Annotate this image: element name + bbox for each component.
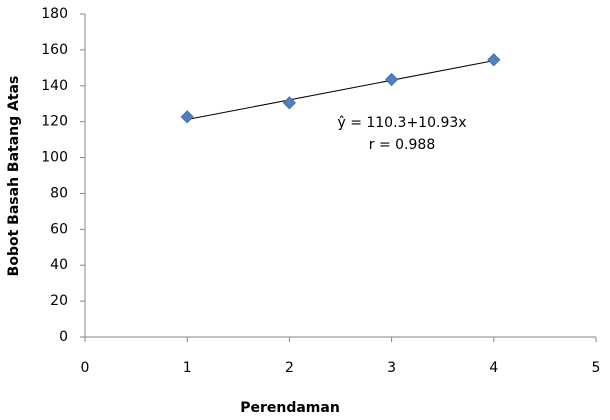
r-annotation: r = 0.988 (369, 137, 435, 153)
point (180, 110, 194, 124)
x-tick-label: 2 (285, 360, 294, 376)
point (282, 96, 296, 110)
y-tick-label: 40 (50, 257, 68, 273)
equation-annotation: ŷ = 110.3+10.93x (337, 115, 466, 131)
y-tick-label: 20 (50, 293, 68, 309)
y-tick-label: 0 (59, 329, 68, 345)
y-tick-label: 180 (41, 6, 68, 22)
y-tick-label: 60 (50, 221, 68, 237)
x-axis-title: Perendaman (240, 400, 340, 416)
y-axis-title: Bobot Basah Batang Atas (6, 76, 22, 277)
x-tick-label: 0 (81, 360, 90, 376)
y-tick-label: 160 (41, 42, 68, 58)
point (487, 53, 501, 67)
y-tick-label: 100 (41, 150, 68, 166)
trendline (187, 60, 494, 121)
y-tick-label: 120 (41, 114, 68, 130)
x-tick-label: 3 (387, 360, 396, 376)
x-tick-label: 5 (592, 360, 601, 376)
x-tick-label: 4 (489, 360, 498, 376)
point (385, 72, 399, 87)
x-tick-label: 1 (183, 360, 192, 376)
y-tick-label: 140 (41, 78, 68, 94)
y-tick-label: 80 (50, 185, 68, 201)
